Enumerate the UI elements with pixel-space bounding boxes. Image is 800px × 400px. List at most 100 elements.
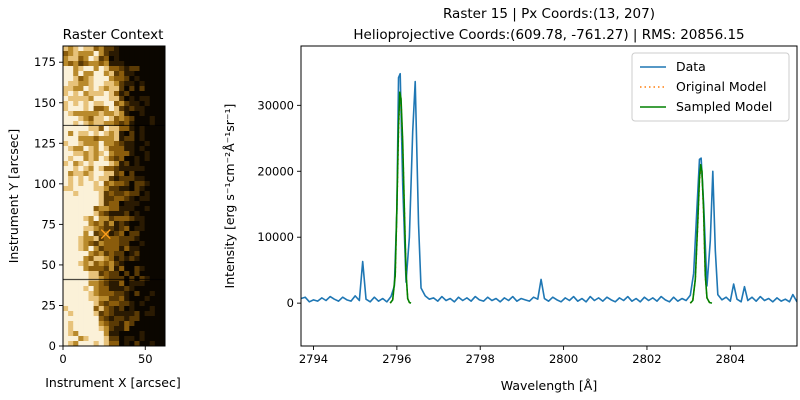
raster-cell [78, 101, 84, 107]
raster-cell [159, 171, 165, 177]
raster-cell [78, 81, 84, 87]
raster-cell [124, 286, 130, 292]
raster-cell [114, 131, 120, 137]
raster-cell [154, 301, 161, 307]
raster-y-tick-label: 0 [49, 339, 56, 353]
raster-cell [108, 321, 115, 327]
raster-frame [62, 45, 166, 347]
raster-cell [154, 86, 161, 92]
raster-cell [93, 186, 100, 192]
raster-cell [63, 321, 69, 327]
raster-cell [98, 106, 105, 112]
raster-cell [108, 281, 115, 287]
raster-cell [144, 71, 151, 77]
raster-cell [88, 301, 95, 307]
raster-cell [98, 316, 105, 322]
raster-cell [63, 226, 69, 232]
raster-cell [63, 256, 69, 262]
raster-cell [103, 316, 110, 322]
raster-cell [78, 126, 84, 132]
raster-cell [83, 306, 90, 312]
raster-cell [88, 266, 95, 272]
raster-cell [63, 191, 69, 197]
raster-cell [73, 316, 79, 322]
raster-cell [83, 316, 90, 322]
raster-cell [78, 161, 84, 167]
raster-cell [83, 111, 90, 117]
raster-cell [108, 211, 115, 217]
raster-cell [144, 296, 151, 302]
raster-cell [83, 336, 90, 342]
raster-cell [108, 216, 115, 222]
raster-cell [93, 266, 100, 272]
raster-cell [154, 216, 161, 222]
raster-cell [119, 291, 125, 297]
raster-cell [134, 201, 141, 207]
raster-cell [149, 76, 156, 82]
raster-cell [119, 136, 125, 142]
raster-cell [119, 236, 125, 242]
raster-cell [134, 81, 141, 87]
raster-cell [98, 221, 105, 227]
raster-cell [119, 316, 125, 322]
raster-cell [144, 246, 151, 252]
raster-cell [159, 276, 165, 282]
raster-cell [103, 296, 110, 302]
raster-cell [103, 101, 110, 107]
raster-cell [73, 236, 79, 242]
raster-cell [144, 221, 151, 227]
raster-cell [139, 101, 146, 107]
raster-cell [149, 291, 156, 297]
raster-cell [134, 186, 141, 192]
raster-cell [88, 306, 95, 312]
raster-cell [129, 121, 135, 127]
raster-cell [144, 311, 151, 317]
raster-cell [124, 111, 130, 117]
raster-cell [98, 101, 105, 107]
raster-cell [88, 151, 95, 157]
raster-cell [149, 101, 156, 107]
raster-cell [108, 131, 115, 137]
raster-cell [144, 106, 151, 112]
raster-cell [159, 326, 165, 332]
raster-cell [68, 71, 74, 77]
raster-cell [73, 221, 79, 227]
raster-cell [68, 96, 74, 102]
raster-cell [114, 211, 120, 217]
raster-cell [159, 316, 165, 322]
raster-cell [63, 301, 69, 307]
raster-cell [88, 316, 95, 322]
raster-cell [154, 151, 161, 157]
raster-cell [149, 166, 156, 172]
raster-cell [78, 156, 84, 162]
raster-cell [108, 231, 115, 237]
raster-cell [83, 286, 90, 292]
raster-cell [159, 236, 165, 242]
raster-cell [144, 96, 151, 102]
raster-cell [124, 126, 130, 132]
raster-cell [63, 266, 69, 272]
raster-cell [73, 81, 79, 87]
raster-cell [124, 96, 130, 102]
raster-cell [98, 116, 105, 122]
raster-cell [78, 141, 84, 147]
raster-cell [119, 46, 125, 52]
raster-cell [159, 111, 165, 117]
raster-cell [83, 291, 90, 297]
raster-cell [103, 131, 110, 137]
raster-cell [124, 241, 130, 247]
raster-cell [149, 71, 156, 77]
raster-cell [119, 311, 125, 317]
raster-cell [144, 231, 151, 237]
raster-cell [114, 311, 120, 317]
raster-cell [93, 136, 100, 142]
raster-cell [83, 136, 90, 142]
raster-cell [108, 246, 115, 252]
raster-cell [159, 261, 165, 267]
raster-cell [73, 341, 79, 346]
raster-cell [98, 286, 105, 292]
raster-cell [154, 336, 161, 342]
raster-cell [129, 271, 135, 277]
raster-cell [139, 211, 146, 217]
raster-cell [129, 131, 135, 137]
